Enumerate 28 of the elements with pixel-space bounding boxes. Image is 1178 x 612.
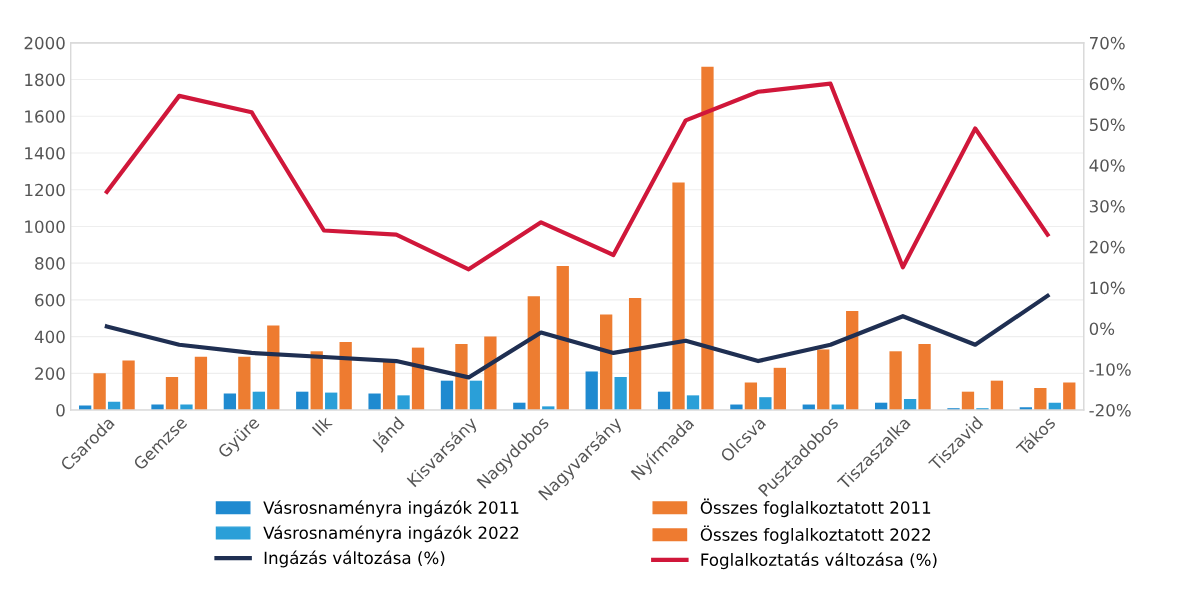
y-tick-label: 1400 xyxy=(25,146,65,160)
y-tick-label: 200 xyxy=(35,367,65,380)
y-tick-label: 400 xyxy=(34,330,65,344)
y2-tick-label: -10% xyxy=(1089,363,1131,376)
y2-tick-label: 10% xyxy=(1090,281,1125,295)
y2-tick-label: 0% xyxy=(1089,322,1115,336)
y2-tick-label: 40% xyxy=(1089,159,1125,172)
y2-tick-label: 70% xyxy=(1089,36,1125,50)
y-tick-label: 1000 xyxy=(25,220,65,234)
y-tick-label: 1600 xyxy=(25,110,65,123)
y-tick-label: 800 xyxy=(35,257,65,270)
y2-tick-label: 30% xyxy=(1089,200,1125,213)
y2-tick-label: 50% xyxy=(1089,118,1125,132)
y-tick-label: 1200 xyxy=(25,183,65,197)
y-tick-label: 600 xyxy=(35,293,65,307)
y-tick-label: 1800 xyxy=(25,73,65,87)
legend-label: Foglalkoztatás változása (%) xyxy=(701,552,937,570)
y2-tick-label: 20% xyxy=(1089,240,1125,254)
legend-label: Ingázás változása (%) xyxy=(264,550,445,568)
legend-label: Vásrosnaményra ingázók 2022 xyxy=(263,525,519,543)
y-tick-label: 0 xyxy=(56,404,65,417)
y-tick-label: 2000 xyxy=(24,36,65,50)
y2-tick-label: 60% xyxy=(1089,77,1125,91)
legend-label: Összes foglalkoztatott 2022 xyxy=(700,525,931,545)
legend-label: Vásrosnaményra ingázók 2011 xyxy=(263,500,519,518)
x-tick-label: Ilk xyxy=(311,414,333,437)
y2-tick-label: -20% xyxy=(1089,404,1131,417)
legend-label: Összes foglalkoztatott 2011 xyxy=(700,498,931,518)
